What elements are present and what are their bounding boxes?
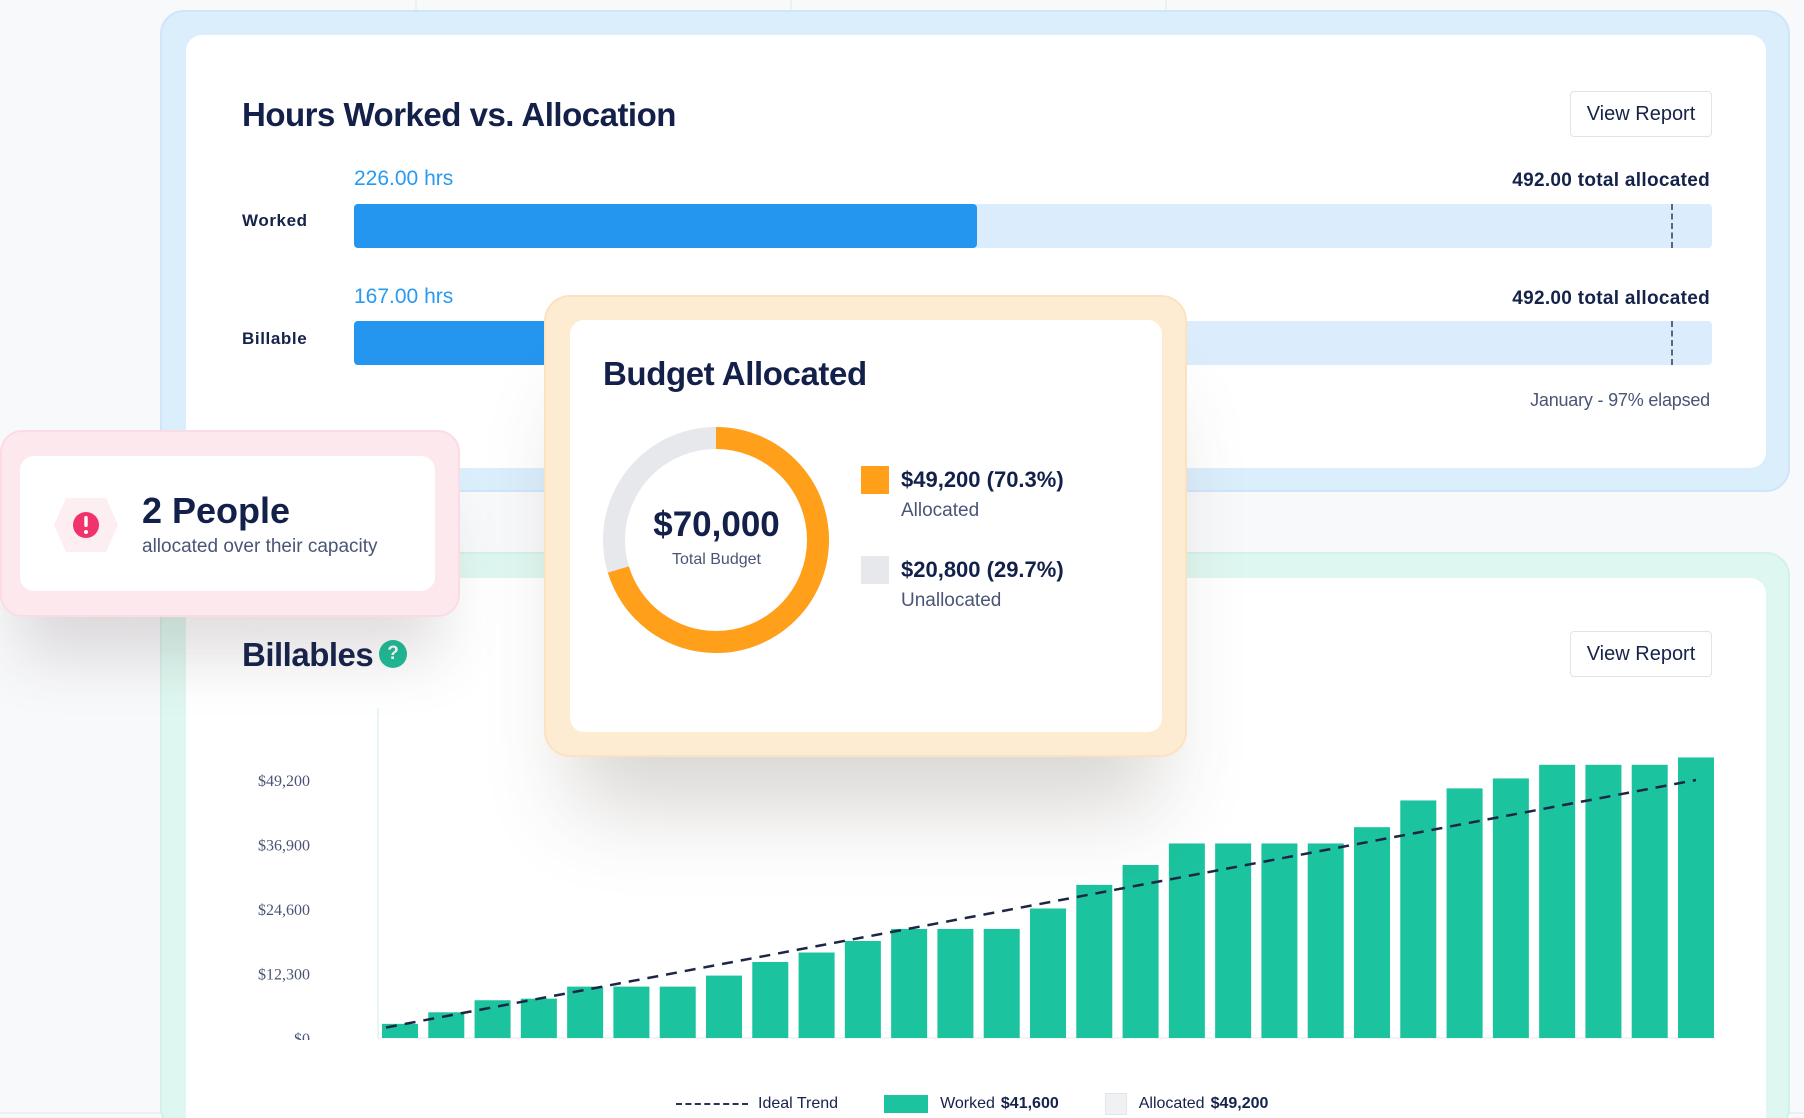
worked-bar [706, 975, 742, 1038]
worked-bar [1307, 843, 1344, 1038]
y-tick-label: $36,900 [258, 838, 310, 855]
worked-bar [983, 928, 1020, 1038]
worked-bar [1585, 764, 1622, 1038]
budget-title: Budget Allocated [603, 355, 867, 392]
worked-bar [474, 1000, 511, 1038]
worked-progress-bar [354, 204, 1712, 248]
allocated-legend-swatch [1104, 1093, 1127, 1115]
background-line [415, 0, 417, 12]
worked-legend-label: Worked [940, 1095, 995, 1112]
worked-bar [1539, 764, 1576, 1038]
unallocated-label: Unallocated [901, 590, 1002, 611]
y-tick-label: $12,300 [258, 967, 310, 984]
worked-bar [1400, 800, 1437, 1038]
ideal-trend-legend-label: Ideal Trend [758, 1095, 839, 1112]
help-icon[interactable]: ? [379, 640, 407, 668]
hours-card-title: Hours Worked vs. Allocation [242, 96, 676, 133]
allocated-swatch [861, 466, 889, 494]
unallocated-swatch [861, 556, 889, 584]
worked-bar [891, 928, 928, 1038]
y-tick-label: $0 [294, 1031, 310, 1040]
worked-bar [1168, 843, 1205, 1038]
allocated-legend-amount: $49,200 [1210, 1095, 1269, 1112]
worked-bar [1678, 757, 1714, 1038]
budget-card [570, 320, 1162, 732]
worked-label: Worked [242, 211, 308, 230]
ideal-trend-line [385, 778, 1697, 1029]
billables-chart: $49,200 $36,900 $24,600 $12,300 $0 [258, 708, 1716, 1040]
elapsed-marker [1671, 204, 1674, 248]
exclamation-icon [54, 498, 118, 552]
budget-total-label: Total Budget [672, 551, 761, 568]
worked-bar [567, 986, 604, 1038]
y-tick-label: $24,600 [258, 902, 310, 919]
worked-bar [613, 986, 650, 1038]
billable-hours: 167.00 hrs [354, 285, 454, 308]
worked-bar [520, 998, 557, 1038]
budget-total: $70,000 [653, 505, 780, 544]
worked-total-allocated: 492.00 total allocated [1512, 170, 1710, 191]
unallocated-value: $20,800 (29.7%) [901, 557, 1064, 582]
worked-bar [937, 928, 974, 1038]
worked-bar [752, 961, 789, 1038]
worked-bar [1492, 778, 1529, 1038]
worked-bar [1354, 827, 1390, 1038]
capacity-alert-subtitle: allocated over their capacity [142, 536, 378, 557]
donut-allocated-arc [603, 427, 829, 653]
worked-bar [1215, 843, 1252, 1038]
allocated-value: $49,200 (70.3%) [901, 467, 1064, 492]
worked-legend-amount: $41,600 [1000, 1095, 1059, 1112]
worked-bar [1030, 908, 1066, 1038]
billable-total-allocated: 492.00 total allocated [1512, 288, 1710, 309]
budget-donut-chart [603, 427, 829, 653]
worked-bar [1261, 843, 1298, 1038]
ideal-trend-legend-swatch [676, 1103, 748, 1105]
capacity-alert-title: 2 People [142, 490, 291, 531]
allocated-legend-label: Allocated [1138, 1095, 1205, 1112]
worked-bar [659, 986, 696, 1038]
background-line [1165, 0, 1167, 12]
worked-progress-fill [354, 204, 978, 248]
chart-legend: Ideal Trend Worked $41,600 Allocated $49… [676, 1093, 1268, 1115]
worked-bar [382, 1023, 418, 1038]
billables-title: Billables [242, 636, 374, 673]
view-report-button[interactable]: View Report [1570, 91, 1712, 137]
allocated-label: Allocated [901, 500, 980, 521]
view-report-button[interactable]: View Report [1570, 631, 1712, 677]
worked-legend-swatch [884, 1095, 929, 1113]
worked-bar [1076, 884, 1113, 1038]
worked-bar [1122, 864, 1159, 1038]
billable-label: Billable [242, 329, 308, 348]
worked-bar [798, 952, 835, 1038]
elapsed-text: January - 97% elapsed [1530, 390, 1710, 410]
elapsed-marker [1671, 321, 1674, 365]
worked-bar [1631, 764, 1668, 1038]
worked-bar [844, 940, 881, 1038]
worked-hours: 226.00 hrs [354, 167, 454, 190]
y-tick-label: $49,200 [258, 773, 310, 790]
background-line [790, 0, 792, 12]
worked-bar [1446, 788, 1483, 1038]
